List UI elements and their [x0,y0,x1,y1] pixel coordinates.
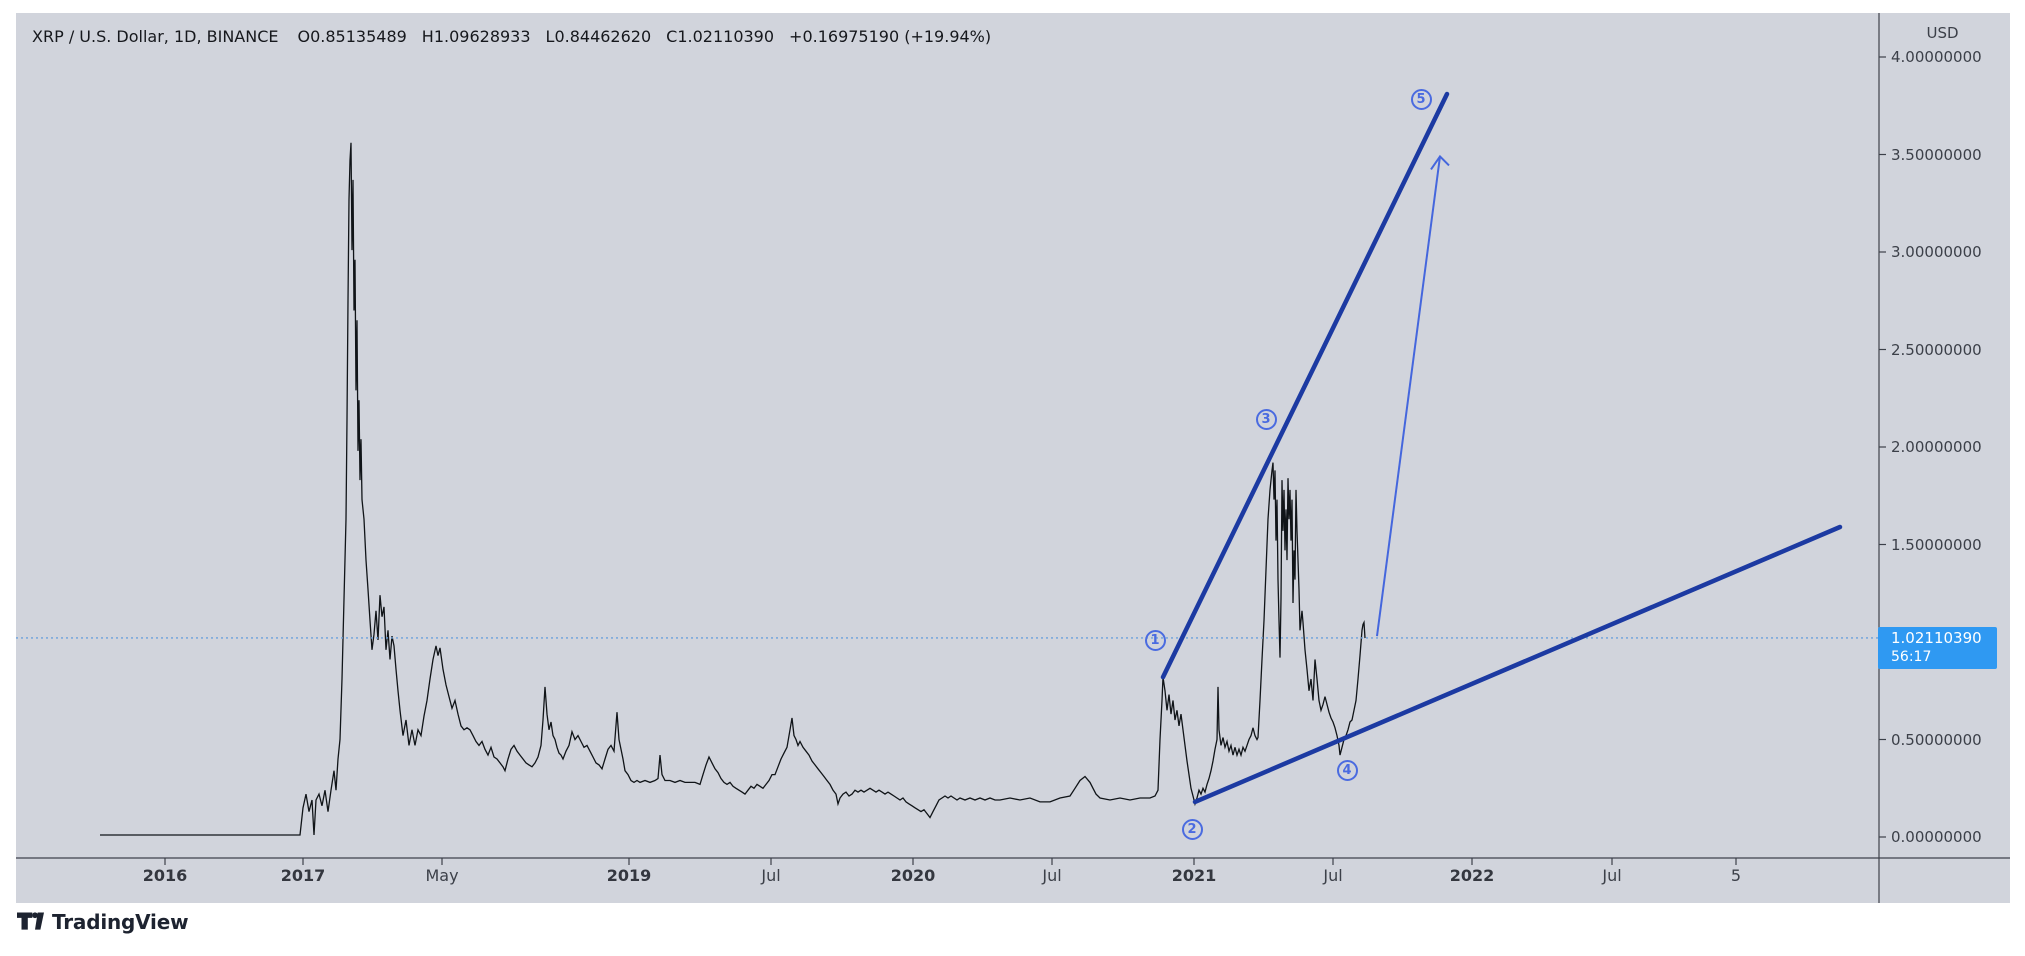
ohlc-change: +0.16975190 (+19.94%) [789,27,992,46]
wave-label-1[interactable]: 1 [1144,629,1166,651]
ohlc-close: C1.02110390 [666,27,775,46]
time-tick-label: 2021 [1171,866,1217,885]
time-tick-label: 2019 [606,866,652,885]
wave-trend-line[interactable] [1160,91,1450,680]
chart-legend[interactable]: XRP / U.S. Dollar, 1D, BINANCE O0.851354… [32,27,991,46]
time-tick-label: 2016 [142,866,188,885]
wave-label-2[interactable]: 2 [1181,818,1203,840]
time-tick-label: 2022 [1449,866,1495,885]
price-tick-label: 3.00000000 [1891,243,1982,261]
wave-label-3[interactable]: 3 [1255,409,1277,431]
price-tick-label: 2.50000000 [1891,340,1982,359]
price-tick-label: 0.00000000 [1891,828,1982,846]
bar-countdown: 56:17 [1891,649,1932,665]
tradingview-logo[interactable]: TradingView [17,908,189,935]
price-axis-currency: USD [1926,24,1959,42]
price-tick-label: 4.00000000 [1891,48,1982,66]
last-price-value: 1.02110390 [1891,629,1982,647]
time-tick-label: 2017 [280,866,326,885]
wave-label-4[interactable]: 4 [1336,760,1358,782]
wave-label-5[interactable]: 5 [1410,89,1432,111]
price-tick-label: 3.50000000 [1891,145,1982,164]
projection-arrow-shaft[interactable] [1376,156,1441,637]
time-tick-label: Jul [1042,866,1062,885]
chart-background [16,13,2010,903]
price-tick-label: 2.00000000 [1891,438,1982,456]
time-tick-label: May [425,866,459,885]
time-tick-label: Jul [761,866,781,885]
price-tick-label: 1.50000000 [1891,535,1982,554]
support-trend-line[interactable] [1192,524,1843,805]
ohlc-open: O0.85135489 [297,27,407,46]
last-price-label: 1.02110390 56:17 [1878,627,1997,669]
price-polyline[interactable] [100,142,1366,836]
time-tick-label: 5 [1730,866,1742,885]
ohlc-low: L0.84462620 [545,27,652,46]
projection-arrow-head [1430,154,1450,171]
ohlc-high: H1.09628933 [421,27,531,46]
time-tick-label: Jul [1323,866,1343,885]
time-tick-label: Jul [1602,866,1622,885]
symbol-title[interactable]: XRP / U.S. Dollar, 1D, BINANCE [32,27,279,46]
time-tick-label: 2020 [890,866,936,885]
price-tick-label: 0.50000000 [1891,730,1982,749]
tradingview-logo-text: TradingView [52,909,189,934]
tradingview-logo-icon [17,912,44,930]
